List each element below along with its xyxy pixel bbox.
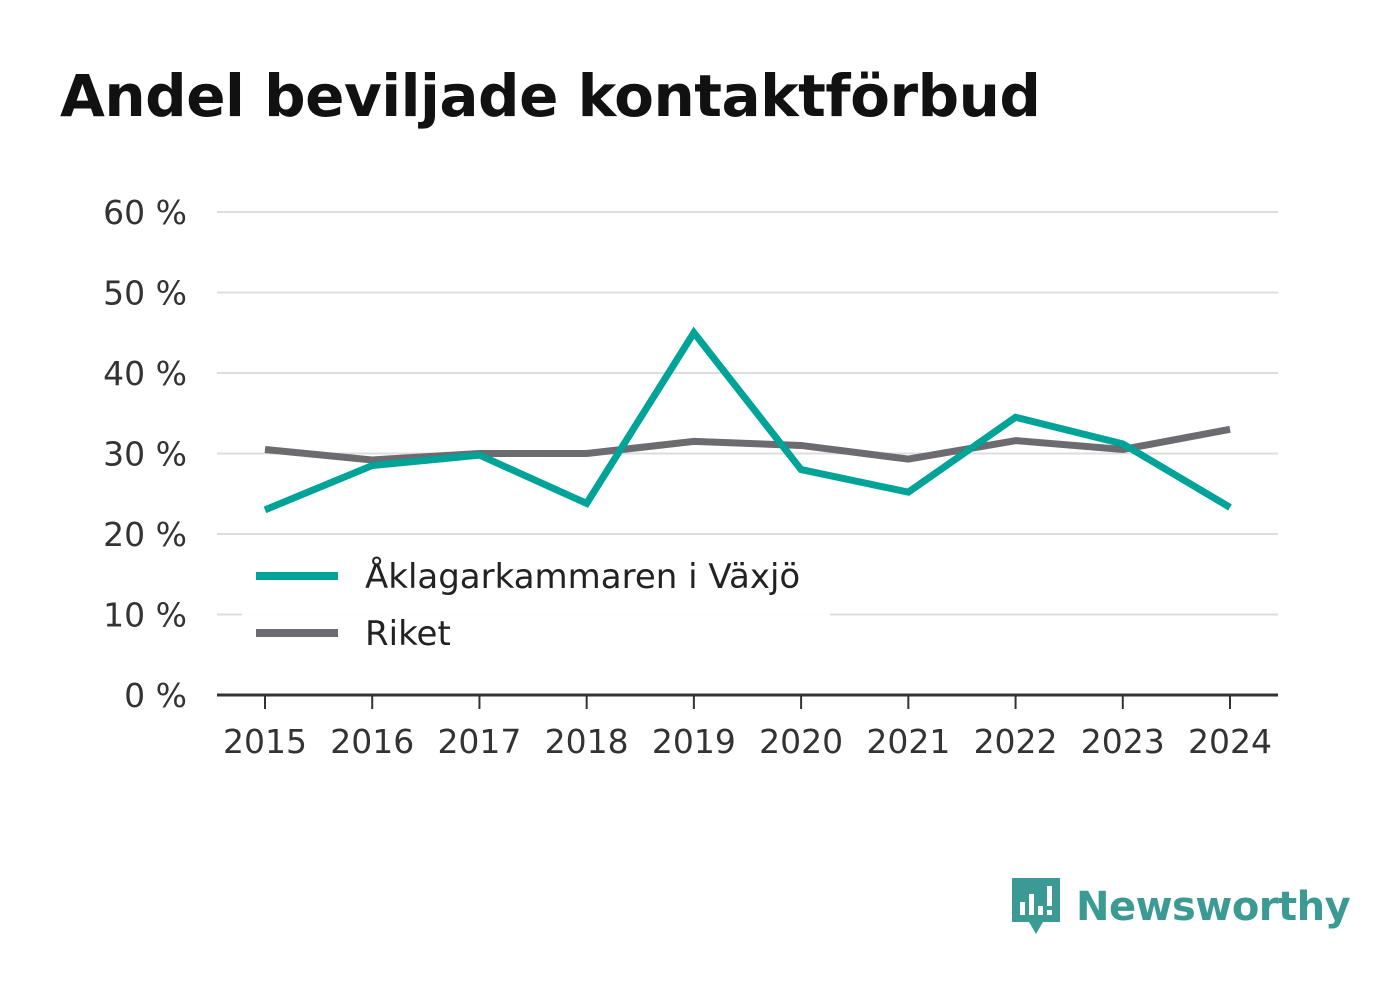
x-tick-label: 2021 bbox=[866, 722, 950, 761]
x-tick-label: 2024 bbox=[1188, 722, 1272, 761]
brand-name: Newsworthy bbox=[1076, 884, 1351, 930]
series-line-0 bbox=[263, 326, 1232, 514]
y-tick-label: 20 % bbox=[103, 515, 187, 554]
legend-label: Riket bbox=[365, 614, 451, 654]
x-tick-label: 2017 bbox=[437, 722, 521, 761]
legend-background bbox=[242, 547, 830, 667]
y-axis-tick-labels: 0 % 10 % 20 % 30 % 40 % 50 % 60 % bbox=[103, 193, 187, 715]
x-tick-label: 2015 bbox=[223, 722, 307, 761]
page-title: Andel beviljade kontaktförbud bbox=[60, 62, 1041, 130]
brand-logo: Newsworthy bbox=[1010, 876, 1351, 938]
y-tick-label: 40 % bbox=[103, 354, 187, 393]
x-tick-label: 2016 bbox=[330, 722, 414, 761]
y-tick-label: 50 % bbox=[103, 274, 187, 313]
x-tick-label: 2020 bbox=[759, 722, 843, 761]
newsworthy-logo-icon bbox=[1012, 878, 1060, 934]
x-tick-label: 2022 bbox=[974, 722, 1058, 761]
legend-label: Åklagarkammaren i Växjö bbox=[365, 556, 800, 597]
x-tick-label: 2019 bbox=[652, 722, 736, 761]
x-tick-label: 2023 bbox=[1081, 722, 1165, 761]
series-line-1 bbox=[264, 425, 1231, 464]
y-tick-label: 0 % bbox=[124, 676, 187, 715]
y-tick-label: 60 % bbox=[103, 193, 187, 232]
x-axis-ticks: 2015 2016 2017 2018 2019 2020 2021 2022 2023 2024 bbox=[223, 695, 1272, 761]
legend: Åklagarkammaren i Växjö Riket bbox=[242, 547, 830, 667]
y-tick-label: 10 % bbox=[103, 596, 187, 635]
x-tick-label: 2018 bbox=[545, 722, 629, 761]
y-tick-label: 30 % bbox=[103, 435, 187, 474]
series-lines bbox=[263, 326, 1232, 514]
